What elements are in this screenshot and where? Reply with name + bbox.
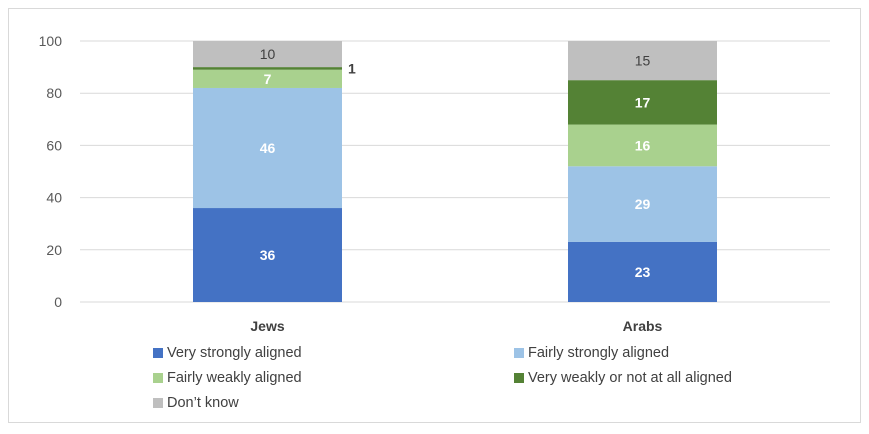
bar-segment (193, 208, 342, 302)
legend-swatch (153, 373, 163, 383)
bar-segment (568, 166, 717, 242)
legend-item: Fairly strongly aligned (514, 345, 669, 361)
legend-swatch (514, 348, 524, 358)
y-tick-label: 80 (46, 85, 62, 101)
data-label: 36 (260, 247, 276, 263)
bar-segment (193, 67, 342, 70)
data-label: 23 (635, 264, 651, 280)
chart-frame (8, 8, 861, 423)
legend-item: Very strongly aligned (153, 345, 302, 361)
y-tick-label: 60 (46, 137, 62, 153)
legend-item: Fairly weakly aligned (153, 370, 302, 386)
bar-segment (193, 87, 342, 209)
data-label: 1 (348, 60, 356, 76)
legend-label: Very strongly aligned (167, 345, 302, 361)
legend-swatch (153, 348, 163, 358)
bar-segment (568, 41, 717, 81)
data-label: 29 (635, 196, 651, 212)
data-label: 46 (260, 140, 276, 156)
y-tick-label: 100 (39, 33, 63, 49)
legend-label: Fairly strongly aligned (528, 345, 670, 361)
y-tick-label: 40 (46, 190, 62, 206)
data-label: 17 (635, 94, 651, 110)
bar-segment (568, 80, 717, 125)
category-label: Arabs (623, 318, 663, 334)
legend-label: Fairly weakly aligned (167, 370, 302, 386)
category-label: Jews (250, 318, 284, 334)
legend-swatch (153, 398, 163, 408)
y-tick-label: 0 (54, 294, 62, 310)
bar-segment (193, 41, 342, 68)
legend-label: Very weakly or not at all aligned (528, 370, 732, 386)
legend-item: Don’t know (153, 395, 239, 411)
bar-segment (193, 69, 342, 88)
bar-segment (568, 241, 717, 302)
data-label: 15 (635, 53, 651, 69)
data-label: 10 (260, 46, 276, 62)
legend-item: Very weakly or not at all aligned (514, 370, 732, 386)
data-label: 7 (264, 71, 272, 87)
data-label: 16 (635, 137, 651, 153)
bar-segment (568, 124, 717, 167)
legend-swatch (514, 373, 524, 383)
y-tick-label: 20 (46, 242, 62, 258)
legend-label: Don’t know (167, 395, 239, 411)
